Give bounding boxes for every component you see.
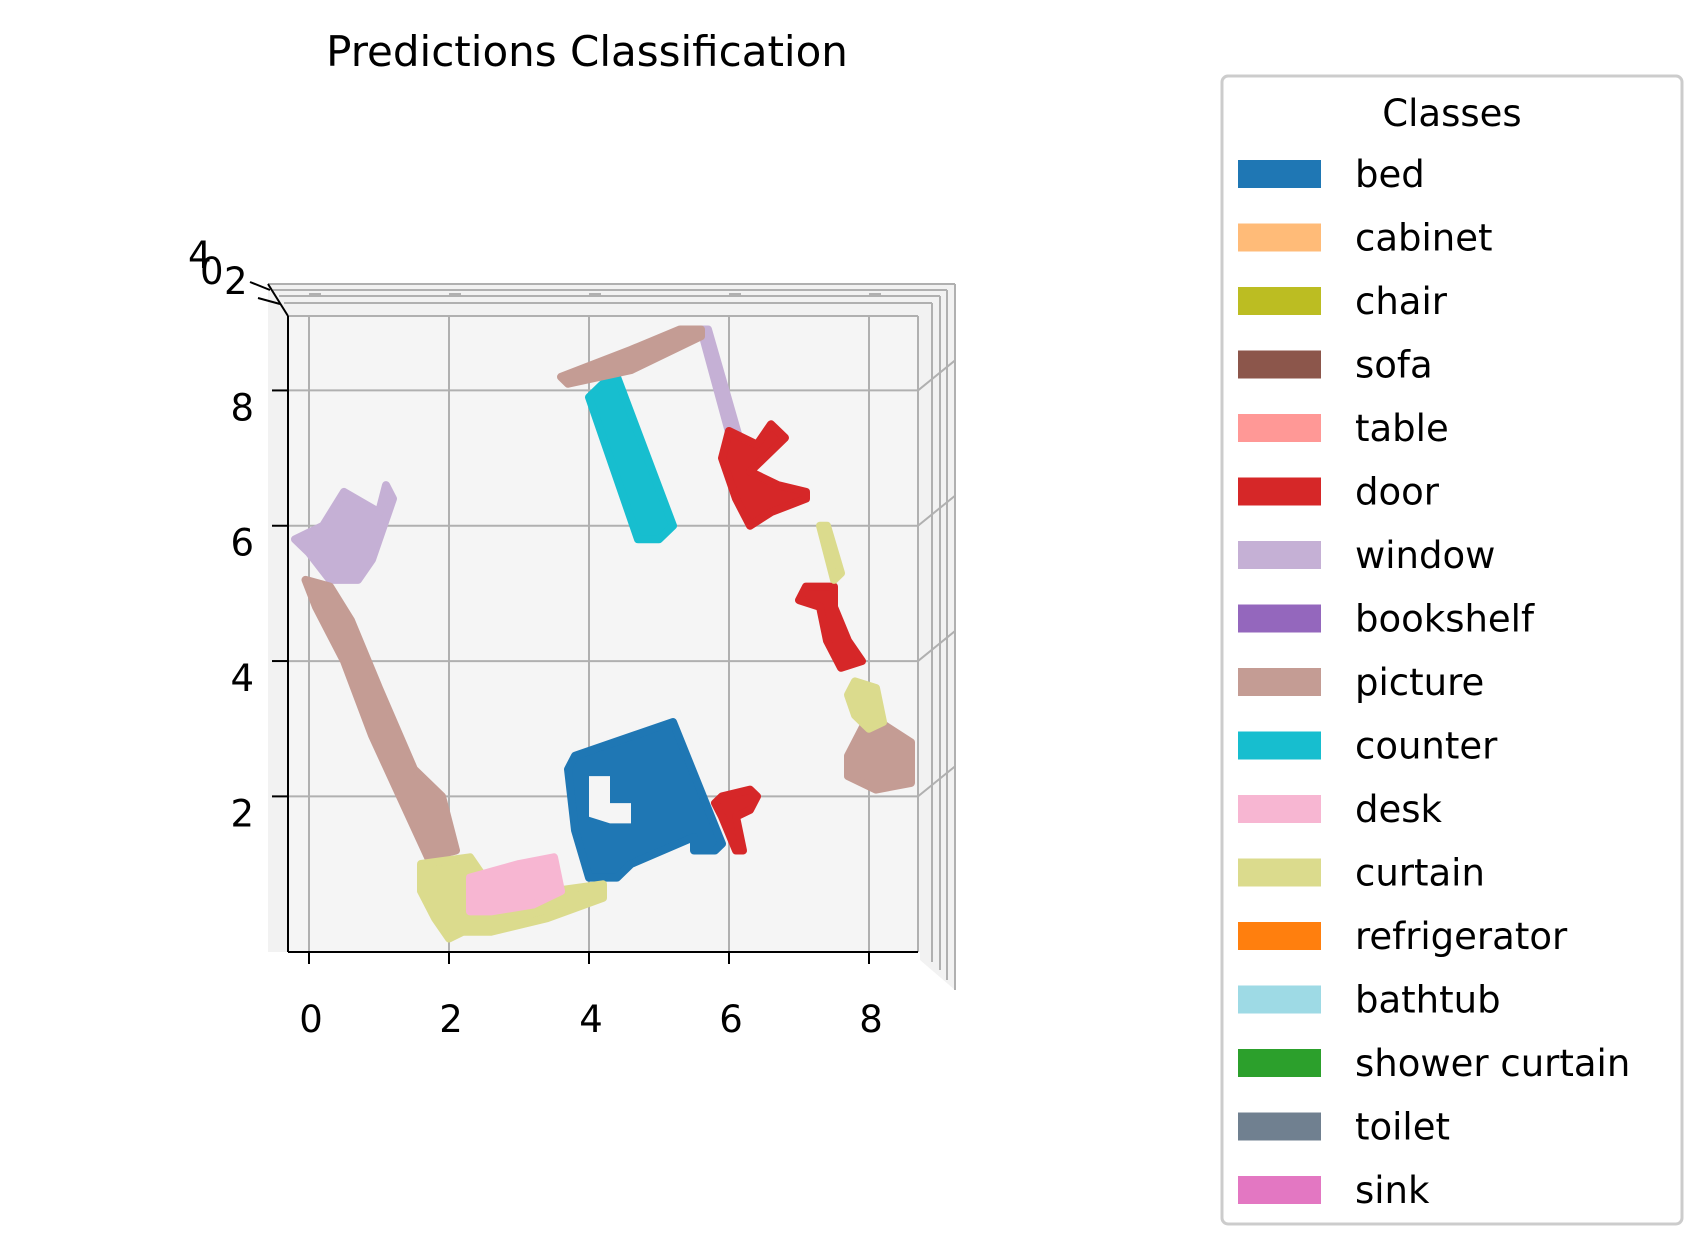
legend-entry: window — [1238, 534, 1495, 577]
legend-entry: bathtub — [1238, 979, 1501, 1022]
legend-swatch — [1238, 1176, 1321, 1204]
legend-entry: table — [1238, 407, 1449, 450]
point-cluster-window — [291, 481, 397, 584]
y-grid-depth — [917, 630, 956, 662]
x-tick-label: 2 — [439, 998, 463, 1041]
x-tick-label: 0 — [299, 998, 323, 1041]
point-cluster-door — [711, 785, 761, 855]
y-tick-label: 6 — [230, 522, 254, 565]
z-tick-label: 4 — [188, 234, 212, 277]
y-tick-label: 4 — [230, 657, 254, 700]
legend-frame — [1220, 74, 1684, 1226]
series-door — [711, 420, 866, 855]
series-bed — [564, 718, 726, 882]
legend-label: door — [1355, 471, 1440, 514]
legend-label: desk — [1355, 788, 1443, 831]
y-tick-label: 2 — [230, 792, 254, 835]
legend-entry: sink — [1238, 1169, 1430, 1212]
legend-entry: counter — [1238, 725, 1498, 768]
legend-swatch — [1238, 1049, 1321, 1077]
legend-entry: desk — [1238, 788, 1443, 831]
legend-title: Classes — [1382, 92, 1521, 135]
point-cluster-picture — [844, 711, 915, 794]
legend-label: picture — [1355, 661, 1484, 704]
legend-swatch — [1238, 223, 1321, 252]
legend-entry: bed — [1238, 153, 1425, 196]
x-tick-label: 4 — [579, 998, 603, 1041]
legend-swatch — [1238, 541, 1321, 569]
legend-entry: curtain — [1238, 852, 1485, 895]
legend-label: toilet — [1355, 1106, 1450, 1149]
z-axis-line — [267, 283, 289, 317]
y-grid-depth — [917, 765, 956, 798]
z-tick-label: 2 — [224, 260, 248, 303]
legend-entry: sofa — [1238, 344, 1433, 387]
legend-swatch — [1238, 287, 1321, 315]
z-tick-mark — [257, 297, 281, 305]
x-tick-labels: 0 2 4 6 8 — [299, 998, 883, 1041]
z-tick-labels: 4 0 2 — [188, 234, 289, 317]
legend-swatch — [1238, 1112, 1321, 1141]
point-cluster-picture — [557, 325, 705, 388]
legend-entry: refrigerator — [1238, 915, 1568, 958]
legend: Classes bed cabinet chair sofa table door wind… — [1220, 74, 1684, 1226]
z-tick-mark — [249, 281, 271, 291]
point-cluster-door — [795, 582, 866, 672]
y-grid-depth — [917, 359, 956, 392]
legend-entries: bed cabinet chair sofa table door window booksh… — [1238, 153, 1630, 1212]
legend-entry: picture — [1238, 661, 1484, 704]
legend-label: cabinet — [1355, 217, 1493, 260]
legend-swatch — [1238, 858, 1321, 887]
legend-entry: shower curtain — [1238, 1042, 1630, 1085]
legend-entry: door — [1238, 471, 1440, 514]
legend-label: curtain — [1355, 852, 1485, 895]
bed-gap — [589, 776, 631, 824]
legend-label: refrigerator — [1355, 915, 1568, 958]
legend-swatch — [1238, 477, 1321, 506]
legend-swatch — [1238, 350, 1321, 379]
point-cluster-curtain — [844, 677, 887, 733]
y-grid-depth — [917, 494, 956, 527]
legend-label: shower curtain — [1355, 1042, 1630, 1085]
z-tick-label: 0 — [200, 250, 224, 293]
legend-entry: cabinet — [1238, 217, 1493, 260]
series-picture — [301, 325, 915, 862]
legend-entry: bookshelf — [1238, 598, 1535, 641]
legend-swatch — [1238, 414, 1321, 442]
legend-swatch — [1238, 160, 1321, 188]
legend-label: window — [1355, 534, 1495, 577]
legend-label: bed — [1355, 153, 1425, 196]
legend-label: counter — [1355, 725, 1498, 768]
legend-label: sofa — [1355, 344, 1433, 387]
x-tick-label: 8 — [859, 998, 883, 1041]
legend-swatch — [1238, 731, 1321, 760]
legend-entry: toilet — [1238, 1106, 1450, 1149]
point-cluster-door — [718, 420, 810, 530]
chart-title: Predictions Classification — [326, 27, 848, 76]
series-desk — [466, 853, 565, 916]
x-tick-label: 6 — [719, 998, 743, 1041]
y-tick-label: 8 — [230, 386, 254, 429]
legend-swatch — [1238, 985, 1321, 1014]
legend-label: sink — [1355, 1169, 1430, 1212]
legend-swatch — [1238, 604, 1321, 633]
legend-label: chair — [1355, 280, 1448, 323]
point-cluster-desk — [466, 853, 565, 916]
legend-swatch — [1238, 668, 1321, 696]
y-tick-labels: 2 4 6 8 — [230, 386, 254, 835]
point-cluster-bed — [564, 718, 726, 882]
plot-area — [291, 325, 915, 943]
legend-entry: chair — [1238, 280, 1448, 323]
point-cluster-curtain — [816, 521, 845, 584]
axis-ticks — [272, 389, 870, 964]
legend-swatch — [1238, 795, 1321, 823]
legend-label: bathtub — [1355, 979, 1501, 1022]
legend-label: table — [1355, 407, 1449, 450]
legend-swatch — [1238, 922, 1321, 950]
point-cluster-picture — [301, 575, 460, 862]
pane-edges — [268, 283, 956, 990]
legend-label: bookshelf — [1355, 598, 1535, 641]
